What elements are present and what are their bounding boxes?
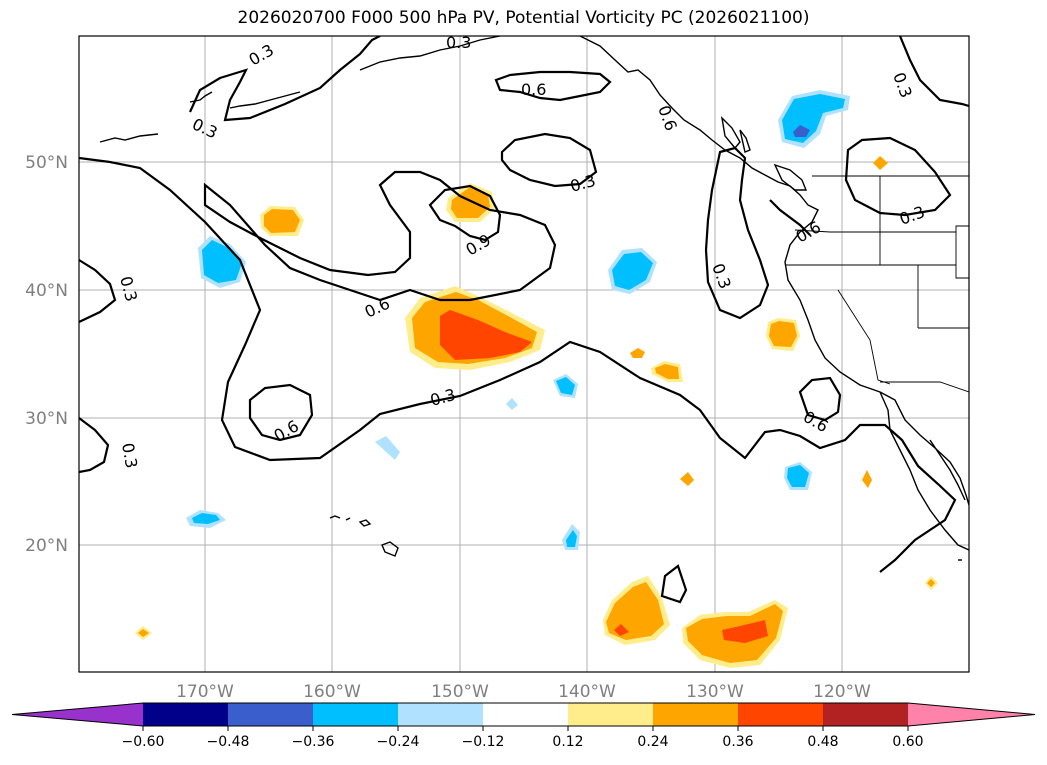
colorbar-ticks: −0.60 −0.48 −0.36 −0.24 −0.12 0.12 0.24 0.36 0.4…	[122, 726, 924, 750]
contour-0.6-central	[203, 170, 557, 302]
contour-0.3-nw-lower	[79, 259, 117, 323]
colorbar-segment	[313, 703, 398, 726]
colorbar-extend-low	[12, 703, 143, 726]
contour-0.6-ne	[844, 136, 952, 217]
contour-0.6-loop-150w	[248, 383, 314, 442]
contour-label: 0.3	[446, 33, 471, 52]
longitude-labels: 170°W 160°W 150°W 140°W 130°W 120°W	[176, 682, 871, 702]
lon-label: 130°W	[686, 682, 744, 702]
colorbar-segment	[738, 703, 823, 726]
colorbar-segment	[653, 703, 738, 726]
contour-0.6-coast	[798, 376, 842, 422]
colorbar-segment	[568, 703, 653, 726]
contour-label: 0.3	[118, 441, 141, 469]
lat-label: 50°N	[25, 153, 68, 173]
lon-label: 150°W	[431, 682, 489, 702]
contour-0.3-northwest	[188, 36, 381, 122]
colorbar	[11, 702, 1036, 727]
contour-0.3-ne	[898, 36, 969, 108]
colorbar-tick-label: −0.24	[377, 734, 420, 750]
lon-label: 160°W	[303, 682, 361, 702]
lon-label: 120°W	[813, 682, 871, 702]
colorbar-tick-label: −0.60	[122, 734, 165, 750]
colorbar-tick-label: −0.36	[292, 734, 335, 750]
colorbar-segment	[228, 703, 313, 726]
colorbar-segment	[823, 703, 908, 726]
contour-0.3-mexico-offshore	[660, 564, 688, 604]
colorbar-segment	[143, 703, 228, 726]
contour-0.6-bc	[769, 199, 811, 236]
colorbar-tick-label: −0.12	[462, 734, 505, 750]
colorbar-tick-label: 0.60	[892, 734, 923, 750]
colorbar-segment	[483, 703, 568, 726]
contour-0.3-west	[79, 156, 957, 573]
lon-label: 140°W	[558, 682, 616, 702]
colorbar-tick-label: −0.48	[207, 734, 250, 750]
contour-0.6-north	[494, 70, 612, 102]
contour-0.3-sw	[79, 417, 110, 474]
latitude-labels: 50°N 40°N 30°N 20°N	[25, 153, 68, 556]
lat-label: 30°N	[25, 409, 68, 429]
positive-anomaly-central-peak	[440, 310, 532, 360]
contour-0.3-bc	[704, 146, 770, 320]
lon-label: 170°W	[176, 682, 234, 702]
lat-label: 20°N	[25, 536, 68, 556]
colorbar-tick-label: 0.12	[552, 734, 583, 750]
borders	[785, 175, 969, 393]
pv-contours	[79, 36, 969, 604]
colorbar-segment	[398, 703, 483, 726]
colorbar-tick-label: 0.24	[637, 734, 668, 750]
pv-shading	[135, 90, 938, 668]
contour-0.3-north	[500, 132, 598, 188]
map-frame	[78, 35, 970, 673]
contour-label: 0.6	[521, 80, 546, 99]
coastlines	[99, 36, 969, 561]
colorbar-tick-label: 0.48	[807, 734, 838, 750]
colorbar-tick-label: 0.36	[722, 734, 753, 750]
contour-0.9	[428, 184, 502, 242]
colorbar-extend-high	[908, 703, 1035, 726]
lat-label: 40°N	[25, 281, 68, 301]
chart-title: 2026020700 F000 500 hPa PV, Potential Vo…	[237, 8, 810, 28]
